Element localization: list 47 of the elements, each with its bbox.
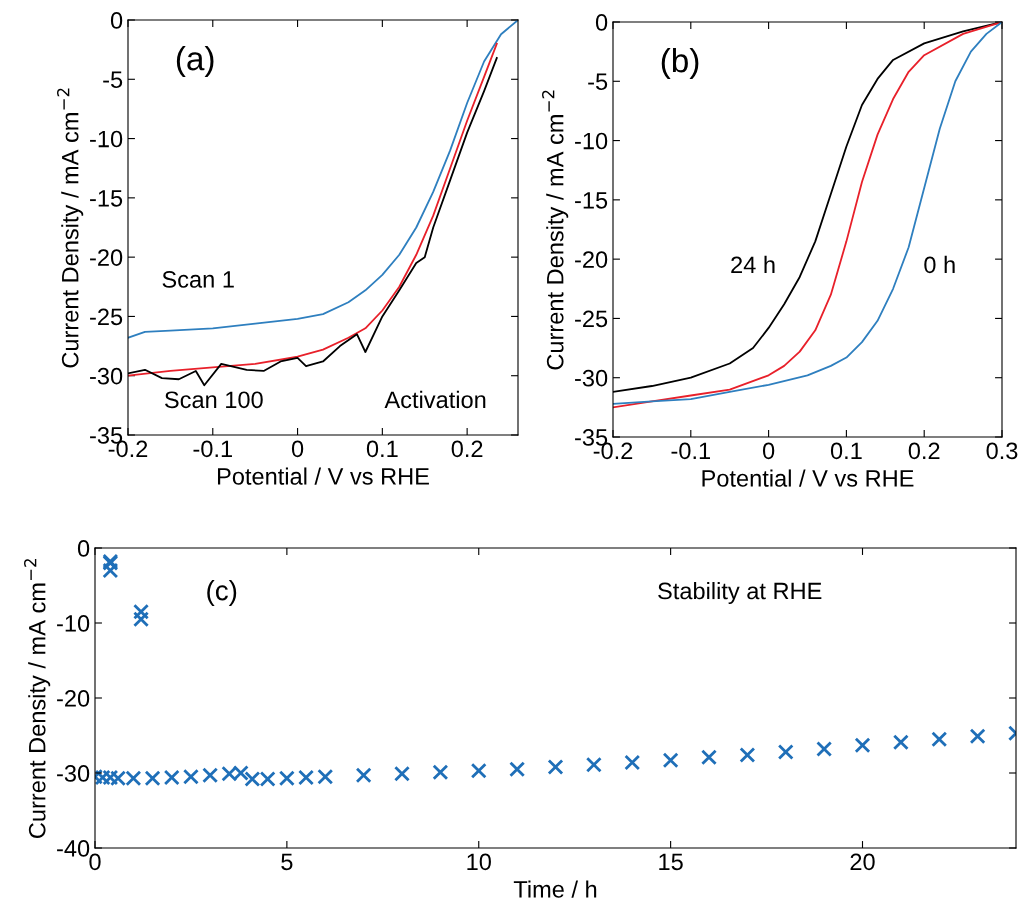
annotation: Stability at RHE [658,581,822,604]
y-tick-label: -40 [57,840,90,857]
y-tick-label: -20 [90,249,123,266]
y-tick-label: -5 [588,73,608,91]
x-tick-label: 15 [659,853,683,871]
y-tick-label: -30 [575,369,608,387]
annotation: (b) [661,47,699,80]
x-tick-label: 10 [467,853,491,871]
y-tick-label: -20 [57,690,90,707]
y-axis-title: Current Density / mA cm$^{−2}$ [57,88,84,368]
annotation: Scan 100 [164,391,263,409]
y-tick-label: -10 [90,130,123,148]
y-tick-label: -15 [90,190,123,207]
annotation: Activation [384,390,486,409]
x-tick-label: 0.1 [830,442,862,460]
y-tick-label: -30 [57,765,90,782]
annotation: 0 h [924,255,955,274]
annotation: 24 h [731,255,775,273]
x-tick-label: 0.1 [366,440,398,458]
y-tick-label: -10 [57,615,90,632]
x-tick-label: 0 [291,440,304,458]
x-axis-title: Potential / V vs RHE [702,469,914,487]
y-tick-label: -25 [575,310,608,328]
annotation: Scan 1 [162,271,234,288]
x-tick-label: 0.3 [986,442,1018,460]
x-tick-label: 20 [850,853,875,871]
y-tick-label: -25 [90,308,123,326]
y-tick-label: -5 [103,71,123,89]
x-axis-title: Potential / V vs RHE [217,467,429,485]
y-tick-label: 0 [110,12,123,29]
y-tick-label: -20 [575,251,608,268]
x-tick-label: 0 [762,442,775,460]
x-tick-label: -0.1 [193,440,232,458]
y-axis-title: Current Density / mA cm$^{−2}$ [542,90,569,370]
y-tick-label: 0 [77,540,90,557]
x-tick-label: 0.2 [908,442,940,460]
x-axis-title: Time / h [513,880,597,898]
x-tick-label: 5 [281,853,293,871]
x-tick-label: -0.1 [671,442,710,460]
y-axis-title: Current Density / mA cm$^{−2}$ [24,559,51,838]
y-tick-label: -30 [90,367,123,385]
x-tick-label: 0.2 [451,440,483,458]
annotation: (a) [176,45,214,78]
y-tick-label: -15 [575,192,608,209]
y-tick-label: -10 [575,132,608,150]
annotation: (c) [207,580,237,606]
y-tick-label: 0 [595,14,608,31]
